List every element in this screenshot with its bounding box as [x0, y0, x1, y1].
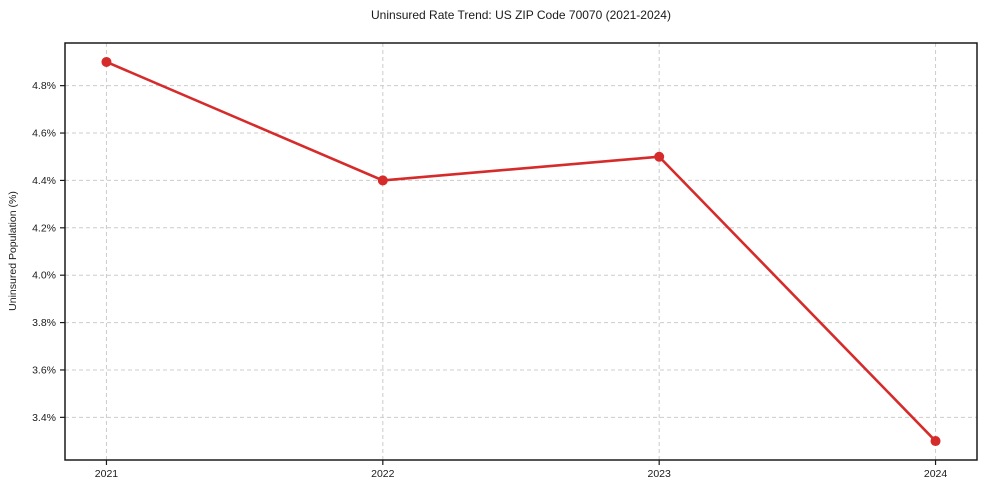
x-tick-label: 2022: [371, 468, 395, 480]
x-tick-label: 2021: [95, 468, 119, 480]
chart-title: Uninsured Rate Trend: US ZIP Code 70070 …: [371, 8, 671, 22]
y-tick-label: 3.4%: [32, 412, 56, 424]
y-tick-label: 4.8%: [32, 80, 56, 92]
data-point-marker: [654, 151, 665, 162]
trend-line: [105, 60, 937, 443]
y-tick-label: 4.0%: [32, 270, 56, 282]
data-point-marker: [930, 436, 941, 447]
y-tick-label: 3.6%: [32, 364, 56, 376]
y-tick-label: 4.2%: [32, 222, 56, 234]
x-tick-label: 2024: [924, 468, 948, 480]
plot-frame: [64, 42, 978, 461]
y-axis-label: Uninsured Population (%): [7, 191, 19, 311]
x-tick-label: 2023: [648, 468, 672, 480]
y-tick-label: 4.6%: [32, 128, 56, 140]
y-tick-label: 3.8%: [32, 317, 56, 329]
data-point-marker: [377, 175, 388, 186]
y-tick-label: 4.4%: [32, 175, 56, 187]
data-point-marker: [101, 56, 112, 67]
